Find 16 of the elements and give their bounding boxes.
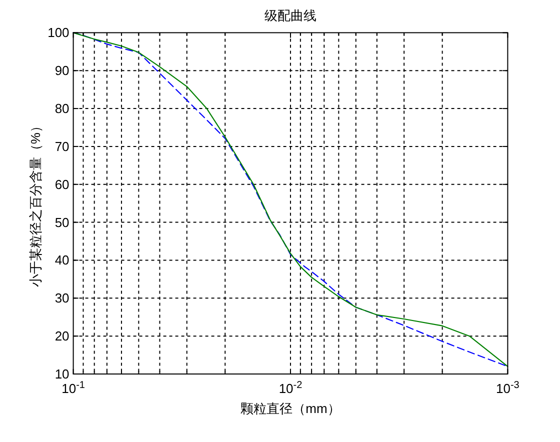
x-tick-label: 10$^{-3}$ [496,380,520,396]
x-axis-title: 颗粒直径（mm） [240,401,340,416]
y-tick-label: 20 [54,328,70,344]
x-tick-label: 10$^{-1}$ [62,380,86,396]
y-tick-label: 90 [54,63,70,78]
y-tick-label: 30 [54,290,70,306]
y-tick-label: 70 [54,138,70,154]
y-tick-label: 100 [48,25,70,40]
y-tick-label: 80 [54,101,70,116]
chart-title: 级配曲线 [264,8,316,23]
y-tick-label: 60 [54,176,70,192]
y-axis-title: 小于某粒径之百分含量（%） [28,120,43,288]
x-tick-label: 10$^{-2}$ [278,380,303,396]
y-tick-label: 10 [54,366,70,382]
y-tick-label: 50 [54,214,70,230]
y-tick-label: 40 [54,252,70,268]
